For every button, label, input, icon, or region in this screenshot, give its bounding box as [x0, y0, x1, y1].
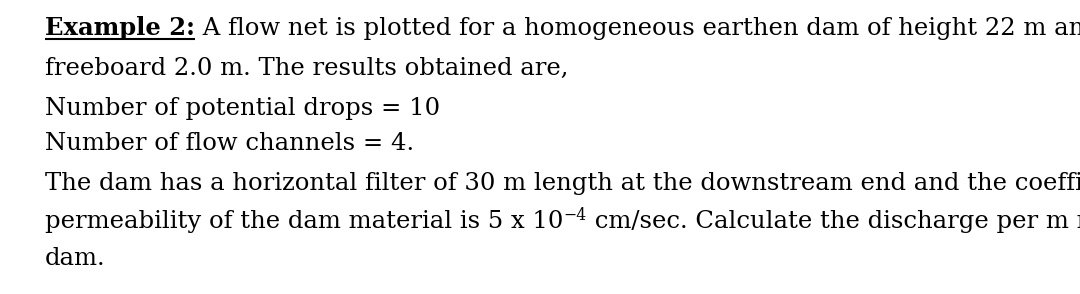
Text: A flow net is plotted for a homogeneous earthen dam of height 22 m and: A flow net is plotted for a homogeneous … — [195, 17, 1080, 40]
Text: Example 2:: Example 2: — [45, 16, 195, 40]
Text: The dam has a horizontal filter of 30 m length at the downstream end and the coe: The dam has a horizontal filter of 30 m … — [45, 172, 1080, 195]
Text: Number of potential drops = 10: Number of potential drops = 10 — [45, 97, 441, 120]
Text: dam.: dam. — [45, 247, 106, 270]
Text: cm/sec. Calculate the discharge per m run of the: cm/sec. Calculate the discharge per m ru… — [586, 210, 1080, 233]
Text: −4: −4 — [564, 207, 586, 224]
Text: Number of flow channels = 4.: Number of flow channels = 4. — [45, 132, 414, 155]
Text: freeboard 2.0 m. The results obtained are,: freeboard 2.0 m. The results obtained ar… — [45, 57, 568, 80]
Text: permeability of the dam material is 5 x 10: permeability of the dam material is 5 x … — [45, 210, 564, 233]
